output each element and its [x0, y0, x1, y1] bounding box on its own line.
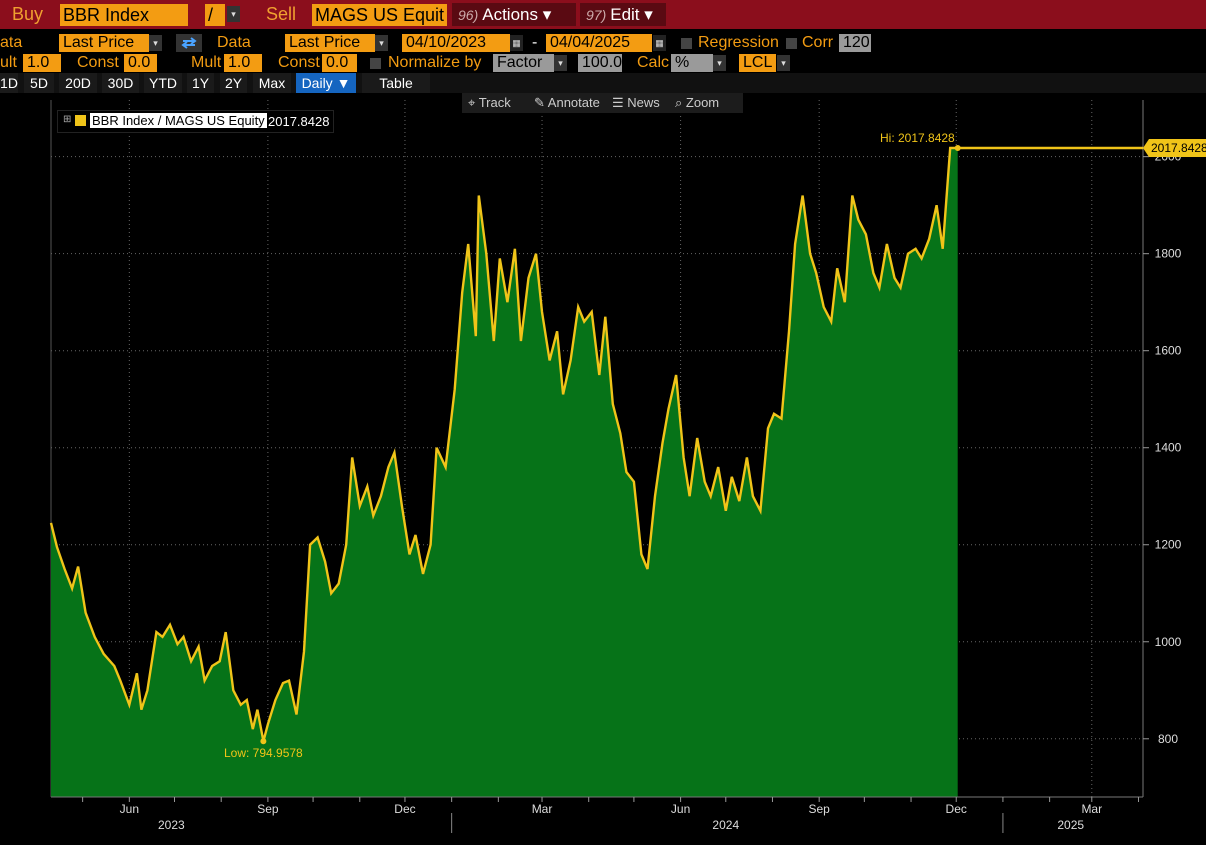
low-annotation: Low: 794.9578: [224, 746, 303, 760]
tab-5d[interactable]: 5D: [24, 73, 54, 93]
tab-1d[interactable]: 1D: [0, 73, 18, 93]
data-settings-row: ata Last Price ▾ Data Last Price ▾ 04/10…: [0, 33, 1206, 53]
normalize-method-select[interactable]: Factor: [493, 54, 554, 72]
normalize-settings-row: ult 1.0 Const 0.0 Mult 1.0 Const 0.0 Nor…: [0, 53, 1206, 73]
actions-menu[interactable]: 96) Actions ▾: [452, 3, 576, 26]
track-button[interactable]: ⌖ Track: [462, 93, 538, 113]
series-line: [49, 146, 958, 742]
chart-legend: ⊞ BBR Index / MAGS US Equity 2017.8428: [57, 110, 334, 133]
pen-icon: ✎: [534, 95, 548, 110]
const-label-2: Const: [278, 54, 320, 71]
x-tick-label: Jun: [671, 802, 690, 816]
high-annotation: Hi: 2017.8428: [880, 131, 955, 145]
chevron-down-icon[interactable]: ▾: [375, 35, 388, 51]
tab-max[interactable]: Max: [253, 73, 291, 93]
legend-last-value: 2017.8428: [268, 114, 330, 129]
sell-security-input[interactable]: MAGS US Equit: [312, 4, 447, 26]
normalize-factor-input[interactable]: 100.0: [578, 54, 622, 72]
const-2-input[interactable]: 0.0: [322, 54, 357, 72]
buy-security-input[interactable]: BBR Index: [60, 4, 188, 26]
calc-select[interactable]: %: [671, 54, 713, 72]
calendar-icon[interactable]: ▦: [653, 35, 666, 51]
swap-arrows-icon[interactable]: [176, 34, 202, 52]
zoom-button[interactable]: ⌕ Zoom: [669, 93, 743, 113]
x-tick-label: Mar: [1081, 802, 1102, 816]
normalize-label: Normalize by: [388, 54, 482, 71]
table-button[interactable]: Table: [362, 73, 430, 93]
tab-1y[interactable]: 1Y: [187, 73, 214, 93]
chart-axes: 800100012001400160018002000JunSepDecMarJ…: [51, 100, 1182, 833]
x-year-label: 2024: [712, 818, 739, 832]
x-tick-label: Sep: [257, 802, 279, 816]
series-area: [51, 148, 958, 797]
news-button[interactable]: ☰ News: [606, 93, 679, 113]
y-tick-label: 800: [1158, 732, 1178, 746]
mult-label-1: ult: [0, 54, 17, 71]
mult-1-input[interactable]: 1.0: [23, 54, 61, 72]
corr-window-input[interactable]: 120: [839, 34, 871, 52]
chart-area: 800100012001400160018002000JunSepDecMarJ…: [49, 100, 1206, 833]
data-label-1: ata: [0, 34, 23, 51]
y-tick-label: 1200: [1155, 538, 1182, 552]
regression-label: Regression: [698, 34, 779, 51]
data-label-2: Data: [217, 34, 251, 51]
chevron-down-icon[interactable]: ▾: [227, 6, 240, 22]
tab-20d[interactable]: 20D: [59, 73, 97, 93]
sell-label: Sell: [266, 4, 297, 24]
crosshair-icon: ⌖: [468, 95, 479, 110]
normalize-checkbox[interactable]: [370, 58, 381, 69]
y-tick-label: 1800: [1155, 247, 1182, 261]
x-tick-label: Dec: [394, 802, 415, 816]
chevron-down-icon[interactable]: ▾: [554, 55, 567, 71]
mult-label-2: Mult: [191, 54, 222, 71]
x-tick-label: Jun: [120, 802, 139, 816]
corr-label: Corr: [802, 34, 834, 51]
end-date-input[interactable]: 04/04/2025: [546, 34, 652, 52]
currency-select[interactable]: LCL: [739, 54, 776, 72]
date-separator: -: [532, 34, 538, 51]
annotate-button[interactable]: ✎ Annotate: [528, 93, 616, 113]
regression-checkbox[interactable]: [681, 38, 692, 49]
chevron-down-icon[interactable]: ▾: [149, 35, 162, 51]
chart-annotations: 2017.8428 Hi: 2017.8428 Low: 794.9578: [224, 131, 1206, 760]
high-point-marker: [954, 145, 961, 152]
edit-menu[interactable]: 97) Edit ▾: [580, 3, 666, 26]
x-tick-label: Mar: [532, 802, 553, 816]
x-year-label: 2025: [1057, 818, 1084, 832]
y-tick-label: 1400: [1155, 441, 1182, 455]
x-tick-label: Sep: [808, 802, 830, 816]
zoom-icon: ⌕: [675, 95, 686, 110]
x-year-label: 2023: [158, 818, 185, 832]
chevron-down-icon[interactable]: ▾: [713, 55, 726, 71]
start-date-input[interactable]: 04/10/2023: [402, 34, 510, 52]
last-price-tag: [1143, 139, 1206, 158]
news-icon: ☰: [612, 95, 628, 110]
buy-label: Buy: [12, 4, 44, 24]
y-tick-label: 1000: [1155, 635, 1182, 649]
operator-input[interactable]: /: [205, 4, 225, 26]
calendar-icon[interactable]: ▦: [510, 35, 523, 51]
tab-30d[interactable]: 30D: [102, 73, 139, 93]
const-1-input[interactable]: 0.0: [124, 54, 157, 72]
data-source-2-select[interactable]: Last Price: [285, 34, 375, 52]
legend-series-name: BBR Index / MAGS US Equity: [90, 113, 267, 128]
header-bar: Buy BBR Index / ▾ Sell MAGS US Equit 96)…: [0, 0, 1206, 29]
tab-2y[interactable]: 2Y: [220, 73, 247, 93]
chevron-down-icon[interactable]: ▾: [777, 55, 790, 71]
corr-checkbox[interactable]: [786, 38, 797, 49]
tab-ytd[interactable]: YTD: [144, 73, 182, 93]
period-tabs: 1D 5D 20D 30D YTD 1Y 2Y Max Daily ▼ Tabl…: [0, 73, 1206, 93]
low-point-marker: [260, 738, 267, 745]
mult-2-input[interactable]: 1.0: [224, 54, 262, 72]
data-source-1-select[interactable]: Last Price: [59, 34, 149, 52]
legend-swatch: [75, 115, 86, 126]
const-label-1: Const: [77, 54, 119, 71]
x-tick-label: Dec: [946, 802, 967, 816]
expand-icon[interactable]: ⊞: [63, 114, 72, 125]
last-price-tag-label: 2017.8428: [1151, 141, 1206, 155]
frequency-select[interactable]: Daily ▼: [296, 73, 356, 93]
y-tick-label: 1600: [1155, 344, 1182, 358]
calc-label: Calc: [637, 54, 670, 71]
